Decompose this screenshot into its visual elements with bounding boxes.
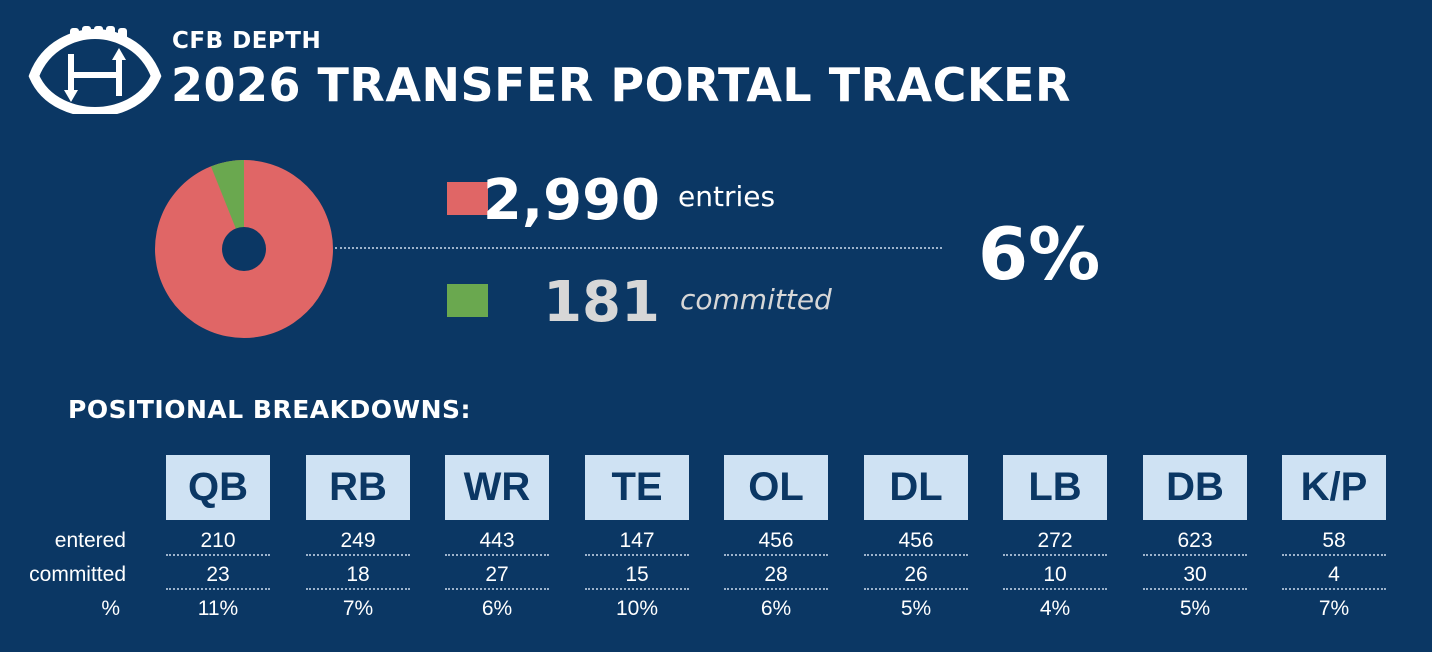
football-logo-icon: [28, 26, 162, 114]
table-cell: 26: [904, 563, 928, 586]
table-cell: 7%: [342, 597, 374, 620]
connector-line: [335, 247, 942, 249]
pie-slice-committed: [210, 160, 244, 249]
donut-hole: [222, 227, 266, 271]
entries-value: 2,990: [482, 168, 660, 233]
table-cell: 249: [340, 529, 376, 552]
row-divider: [166, 554, 270, 556]
row-divider: [1003, 588, 1107, 590]
table-cell: 443: [479, 529, 515, 552]
row-label-committed: committed: [29, 563, 126, 586]
table-cell: 210: [200, 529, 236, 552]
row-divider: [306, 588, 410, 590]
position-header-db: DB: [1143, 455, 1247, 520]
row-divider: [1282, 588, 1386, 590]
row-divider: [445, 554, 549, 556]
table-cell: 18: [346, 563, 370, 586]
row-divider: [1143, 588, 1247, 590]
row-divider: [724, 588, 828, 590]
row-divider: [306, 554, 410, 556]
position-header-dl: DL: [864, 455, 968, 520]
table-cell: 11%: [197, 597, 239, 620]
table-cell: 28: [764, 563, 788, 586]
row-divider: [585, 554, 689, 556]
table-cell: 30: [1183, 563, 1207, 586]
table-cell: 10: [1043, 563, 1067, 586]
row-divider: [724, 554, 828, 556]
table-cell: 456: [758, 529, 794, 552]
table-cell: 4: [1328, 563, 1340, 586]
table-cell: 23: [206, 563, 230, 586]
row-divider: [864, 588, 968, 590]
table-cell: 456: [898, 529, 934, 552]
table-cell: 10%: [615, 597, 659, 620]
position-header-te: TE: [585, 455, 689, 520]
page-title: 2026 TRANSFER PORTAL TRACKER: [171, 58, 1071, 112]
row-divider: [1143, 554, 1247, 556]
position-header-ol: OL: [724, 455, 828, 520]
table-cell: 6%: [481, 597, 513, 620]
table-cell: 15: [625, 563, 649, 586]
position-header-rb: RB: [306, 455, 410, 520]
row-label-entered: entered: [54, 529, 126, 552]
table-cell: 27: [485, 563, 509, 586]
row-divider: [585, 588, 689, 590]
table-cell: 7%: [1318, 597, 1350, 620]
position-header-qb: QB: [166, 455, 270, 520]
table-cell: 5%: [900, 597, 932, 620]
committed-percentage: 6%: [978, 212, 1101, 296]
row-divider: [1282, 554, 1386, 556]
entries-label: entries: [678, 180, 776, 213]
table-cell: 272: [1037, 529, 1073, 552]
position-header-lb: LB: [1003, 455, 1107, 520]
table-cell: 6%: [760, 597, 792, 620]
committed-label: committed: [680, 283, 832, 316]
row-divider: [166, 588, 270, 590]
position-header-kp: K/P: [1282, 455, 1386, 520]
table-cell: 4%: [1039, 597, 1071, 620]
committed-legend-swatch: [447, 284, 488, 317]
row-divider: [445, 588, 549, 590]
committed-value: 181: [543, 270, 660, 335]
table-cell: 623: [1177, 529, 1213, 552]
brand-name: CFB DEPTH: [172, 28, 322, 54]
table-cell: 5%: [1179, 597, 1211, 620]
position-header-wr: WR: [445, 455, 549, 520]
section-heading: POSITIONAL BREAKDOWNS:: [68, 395, 472, 424]
table-cell: 58: [1322, 529, 1346, 552]
portal-donut-chart: [155, 160, 333, 338]
row-label-percent: %: [101, 597, 120, 620]
table-cell: 147: [619, 529, 655, 552]
row-divider: [864, 554, 968, 556]
entries-legend-swatch: [447, 182, 488, 215]
row-divider: [1003, 554, 1107, 556]
